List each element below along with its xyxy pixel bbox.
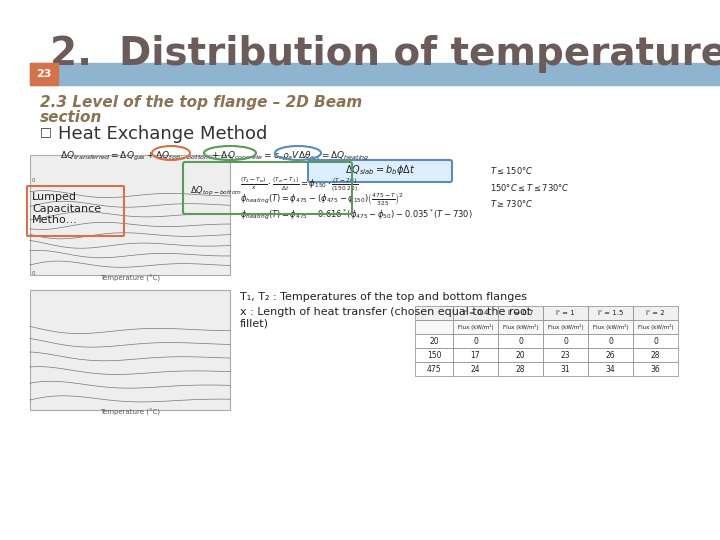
Bar (633, 348, 678, 362)
Text: 0: 0 (32, 271, 35, 276)
Bar (453, 320, 498, 334)
Text: Flux (kW/m²): Flux (kW/m²) (503, 324, 539, 330)
Text: Lumped
Capacitance
Metho…: Lumped Capacitance Metho… (32, 192, 101, 225)
Bar (30, 290, 230, 410)
Text: $\phi_{heating}(T) = \phi_{475} - (\phi_{475} - \phi_{150})\left(\frac{475-T}{32: $\phi_{heating}(T) = \phi_{475} - (\phi_… (240, 192, 404, 208)
Bar (415, 320, 453, 334)
Text: 28: 28 (516, 364, 526, 374)
Text: l' = 2: l' = 2 (646, 310, 665, 316)
Text: $\Delta Q_{slab} = b_b \phi \Delta t$: $\Delta Q_{slab} = b_b \phi \Delta t$ (345, 163, 415, 177)
Bar (543, 306, 588, 320)
Bar (633, 362, 678, 376)
Bar (588, 362, 633, 376)
Bar (588, 320, 633, 334)
Text: 31: 31 (561, 364, 570, 374)
Text: $\phi_{heating}(T) = \phi_{475} - 0.616^*(\phi_{475}-\phi_{50}) - 0.035^*(T-730): $\phi_{heating}(T) = \phi_{475} - 0.616^… (240, 208, 473, 222)
Text: T₁, T₂ : Temperatures of the top and bottom flanges: T₁, T₂ : Temperatures of the top and bot… (240, 292, 527, 302)
Bar (453, 334, 498, 348)
Bar (453, 362, 498, 376)
Text: 20: 20 (429, 336, 438, 346)
Bar (30, 63, 720, 85)
Bar (543, 362, 588, 376)
Text: 0: 0 (518, 336, 523, 346)
Text: $\frac{(T_2 - T_w)}{x} \cdot \frac{(T_w - T_1)}{\Delta t} = \phi_{150} \cdot \fr: $\frac{(T_2 - T_w)}{x} \cdot \frac{(T_w … (240, 175, 359, 194)
Bar (415, 348, 453, 362)
Text: 36: 36 (651, 364, 660, 374)
Bar (498, 362, 543, 376)
Bar (30, 63, 58, 85)
Text: 26: 26 (606, 350, 616, 360)
Text: 2.  Distribution of temperature: 2. Distribution of temperature (50, 35, 720, 73)
Text: $\Delta Q_{transferred} = \Delta Q_{gas} + \Delta Q_{top-bottom} + \Delta Q_{con: $\Delta Q_{transferred} = \Delta Q_{gas}… (60, 150, 369, 163)
Text: 23: 23 (561, 350, 570, 360)
Text: 0: 0 (473, 336, 478, 346)
Text: $T \geq 730°C$: $T \geq 730°C$ (490, 198, 534, 209)
Bar (453, 348, 498, 362)
Text: Temperature (°C): Temperature (°C) (100, 409, 160, 416)
Bar (498, 334, 543, 348)
Bar (633, 320, 678, 334)
Text: l' = 1.5: l' = 1.5 (598, 310, 624, 316)
Text: 24: 24 (471, 364, 480, 374)
Text: □: □ (40, 125, 52, 138)
Text: Flux (kW/m²): Flux (kW/m²) (638, 324, 673, 330)
Bar (498, 320, 543, 334)
Bar (633, 334, 678, 348)
Bar (543, 348, 588, 362)
Text: 0: 0 (32, 178, 35, 183)
Text: Flux (kW/m²): Flux (kW/m²) (548, 324, 583, 330)
Bar (588, 348, 633, 362)
Text: $\Delta Q_{top-bottom}$: $\Delta Q_{top-bottom}$ (190, 185, 242, 198)
Bar (633, 306, 678, 320)
Text: Flux (kW/m²): Flux (kW/m²) (458, 324, 493, 330)
Bar (415, 362, 453, 376)
Text: l' = 0.7: l' = 0.7 (508, 310, 534, 316)
Text: Flux (kW/m²): Flux (kW/m²) (593, 324, 629, 330)
Text: 150: 150 (427, 350, 441, 360)
Text: 475: 475 (427, 364, 441, 374)
Bar (498, 348, 543, 362)
Text: 0: 0 (608, 336, 613, 346)
Text: 23: 23 (36, 69, 52, 79)
Text: 17: 17 (471, 350, 480, 360)
Text: Temperature (°C): Temperature (°C) (100, 274, 160, 281)
FancyBboxPatch shape (308, 160, 452, 182)
Text: 20: 20 (516, 350, 526, 360)
Bar (453, 306, 498, 320)
Text: l' = 0.4: l' = 0.4 (463, 310, 488, 316)
Bar (498, 306, 543, 320)
Text: 0: 0 (563, 336, 568, 346)
Text: 28: 28 (651, 350, 660, 360)
Text: $T \leq 150°C$: $T \leq 150°C$ (490, 165, 534, 176)
Bar (415, 306, 453, 320)
Bar (415, 334, 453, 348)
Text: section: section (40, 110, 102, 125)
Text: x : Length of heat transfer (chosen equal to the root
fillet): x : Length of heat transfer (chosen equa… (240, 307, 531, 329)
Text: $150°C \leq T \leq 730°C$: $150°C \leq T \leq 730°C$ (490, 182, 570, 193)
Bar (543, 320, 588, 334)
Bar (30, 155, 230, 275)
Bar (543, 334, 588, 348)
Text: 0: 0 (653, 336, 658, 346)
Bar (588, 334, 633, 348)
Text: 2.3 Level of the top flange – 2D Beam: 2.3 Level of the top flange – 2D Beam (40, 95, 362, 110)
Bar (588, 306, 633, 320)
Text: 34: 34 (606, 364, 616, 374)
Text: l' = 1: l' = 1 (556, 310, 575, 316)
Text: Heat Exchange Method: Heat Exchange Method (58, 125, 267, 143)
